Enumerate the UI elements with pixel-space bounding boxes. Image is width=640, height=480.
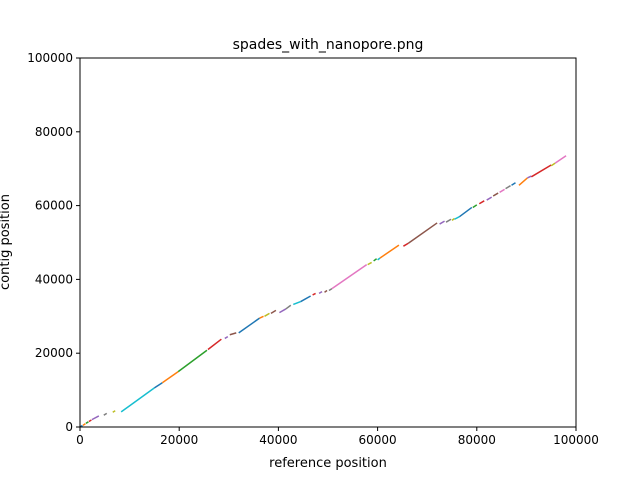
series-line-4 <box>88 419 92 423</box>
series-line-31 <box>379 244 400 259</box>
series-line-11 <box>177 349 208 373</box>
series-line-32 <box>403 242 409 247</box>
series-line-5 <box>91 415 100 421</box>
y-tick-label: 60000 <box>35 199 73 213</box>
series-line-21 <box>293 300 301 306</box>
series-line-3 <box>85 421 89 424</box>
series-line-39 <box>472 204 478 209</box>
series-line-26 <box>328 287 333 292</box>
series-line-2 <box>82 423 86 426</box>
series-line-33 <box>407 222 438 244</box>
series-line-18 <box>270 309 277 314</box>
series-line-15 <box>238 317 260 334</box>
series-line-30 <box>377 257 381 261</box>
series-line-46 <box>518 177 528 186</box>
series-line-14 <box>229 332 237 336</box>
x-tick-label: 20000 <box>160 433 198 447</box>
x-tick-label: 40000 <box>259 433 297 447</box>
series-line-47 <box>527 175 532 179</box>
series-line-41 <box>486 196 493 201</box>
y-tick-label: 80000 <box>35 125 73 139</box>
series-line-27 <box>331 264 368 290</box>
series-line-38 <box>458 206 473 218</box>
series-line-13 <box>224 335 229 340</box>
series-layer <box>79 155 567 428</box>
series-line-29 <box>373 258 378 262</box>
y-tick-label: 40000 <box>35 272 73 286</box>
series-line-6 <box>103 412 108 416</box>
series-line-16 <box>259 315 264 319</box>
plot-area <box>79 155 567 428</box>
series-line-28 <box>367 261 373 266</box>
x-tick-label: 0 <box>76 433 84 447</box>
series-line-23 <box>312 292 316 296</box>
y-tick-label: 0 <box>65 420 73 434</box>
series-line-20 <box>285 304 292 310</box>
series-line-40 <box>478 200 485 205</box>
series-line-7 <box>112 410 116 413</box>
series-line-37 <box>454 216 460 220</box>
series-line-24 <box>318 290 323 295</box>
y-tick-label: 20000 <box>35 346 73 360</box>
x-tick-label: 60000 <box>359 433 397 447</box>
series-line-50 <box>554 155 567 164</box>
series-line-22 <box>300 295 312 303</box>
series-line-49 <box>550 162 556 167</box>
series-line-43 <box>499 188 505 193</box>
series-line-45 <box>511 182 516 186</box>
x-axis: 0 20000 40000 60000 80000 100000 <box>76 427 599 447</box>
series-line-25 <box>324 289 328 293</box>
x-tick-label: 80000 <box>458 433 496 447</box>
series-line-10 <box>161 371 179 384</box>
x-axis-label: reference position <box>269 456 387 471</box>
series-line-35 <box>445 218 452 223</box>
series-line-9 <box>153 382 163 389</box>
series-line-8 <box>120 387 155 413</box>
series-line-42 <box>492 192 499 197</box>
y-tick-label: 100000 <box>27 51 73 65</box>
series-line-19 <box>279 308 287 314</box>
y-axis-label: contig position <box>0 194 13 290</box>
series-line-44 <box>505 185 511 190</box>
series-line-48 <box>530 164 552 178</box>
series-line-12 <box>207 338 222 351</box>
y-axis: 0 20000 40000 60000 80000 100000 <box>27 51 80 434</box>
series-line-17 <box>264 312 270 317</box>
plot-frame <box>79 57 577 428</box>
x-tick-label: 100000 <box>553 433 599 447</box>
chart-title: spades_with_nanopore.png <box>233 37 424 53</box>
series-line-36 <box>451 217 455 221</box>
series-line-34 <box>439 220 445 225</box>
